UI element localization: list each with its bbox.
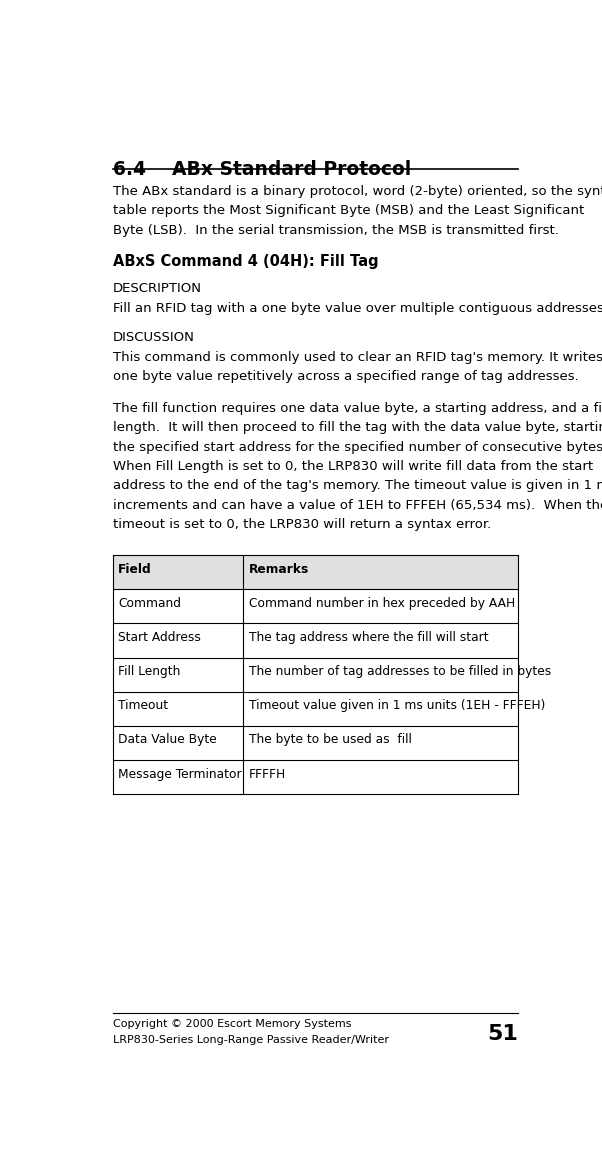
Text: 51: 51 <box>488 1025 518 1044</box>
Text: Copyright © 2000 Escort Memory Systems: Copyright © 2000 Escort Memory Systems <box>113 1019 351 1029</box>
Text: 6.4    ABx Standard Protocol: 6.4 ABx Standard Protocol <box>113 160 411 179</box>
Text: ABxS Command 4 (04H): Fill Tag: ABxS Command 4 (04H): Fill Tag <box>113 253 378 268</box>
Text: DISCUSSION: DISCUSSION <box>113 331 194 344</box>
Text: Start Address: Start Address <box>118 631 201 644</box>
Text: Message Terminator: Message Terminator <box>118 768 242 781</box>
Text: Data Value Byte: Data Value Byte <box>118 733 217 747</box>
Text: Timeout: Timeout <box>118 699 169 712</box>
Text: The number of tag addresses to be filled in bytes: The number of tag addresses to be filled… <box>249 665 551 678</box>
Text: The tag address where the fill will start: The tag address where the fill will star… <box>249 631 488 644</box>
Text: Remarks: Remarks <box>249 562 309 575</box>
Text: table reports the Most Significant Byte (MSB) and the Least Significant: table reports the Most Significant Byte … <box>113 204 584 217</box>
Text: Command number in hex preceded by AAH: Command number in hex preceded by AAH <box>249 596 515 610</box>
Text: DESCRIPTION: DESCRIPTION <box>113 282 202 295</box>
Text: FFFFH: FFFFH <box>249 768 286 781</box>
FancyBboxPatch shape <box>113 555 518 589</box>
Text: Command: Command <box>118 596 181 610</box>
Text: Byte (LSB).  In the serial transmission, the MSB is transmitted first.: Byte (LSB). In the serial transmission, … <box>113 224 559 237</box>
Text: timeout is set to 0, the LRP830 will return a syntax error.: timeout is set to 0, the LRP830 will ret… <box>113 518 491 531</box>
Text: length.  It will then proceed to fill the tag with the data value byte, starting: length. It will then proceed to fill the… <box>113 421 602 434</box>
Text: Field: Field <box>118 562 152 575</box>
Text: Timeout value given in 1 ms units (1EH - FFFEH): Timeout value given in 1 ms units (1EH -… <box>249 699 545 712</box>
Text: This command is commonly used to clear an RFID tag's memory. It writes a: This command is commonly used to clear a… <box>113 351 602 364</box>
Text: one byte value repetitively across a specified range of tag addresses.: one byte value repetitively across a spe… <box>113 370 579 383</box>
Text: address to the end of the tag's memory. The timeout value is given in 1 msec: address to the end of the tag's memory. … <box>113 480 602 492</box>
Text: The fill function requires one data value byte, a starting address, and a fill: The fill function requires one data valu… <box>113 401 602 415</box>
Text: The ABx standard is a binary protocol, word (2-byte) oriented, so the syntax: The ABx standard is a binary protocol, w… <box>113 184 602 198</box>
Text: LRP830-Series Long-Range Passive Reader/Writer: LRP830-Series Long-Range Passive Reader/… <box>113 1035 388 1044</box>
Text: The byte to be used as  fill: The byte to be used as fill <box>249 733 412 747</box>
Text: Fill an RFID tag with a one byte value over multiple contiguous addresses.: Fill an RFID tag with a one byte value o… <box>113 302 602 315</box>
Text: When Fill Length is set to 0, the LRP830 will write fill data from the start: When Fill Length is set to 0, the LRP830… <box>113 460 593 473</box>
Text: the specified start address for the specified number of consecutive bytes.: the specified start address for the spec… <box>113 441 602 454</box>
Text: Fill Length: Fill Length <box>118 665 181 678</box>
Text: increments and can have a value of 1EH to FFFEH (65,534 ms).  When the: increments and can have a value of 1EH t… <box>113 498 602 511</box>
